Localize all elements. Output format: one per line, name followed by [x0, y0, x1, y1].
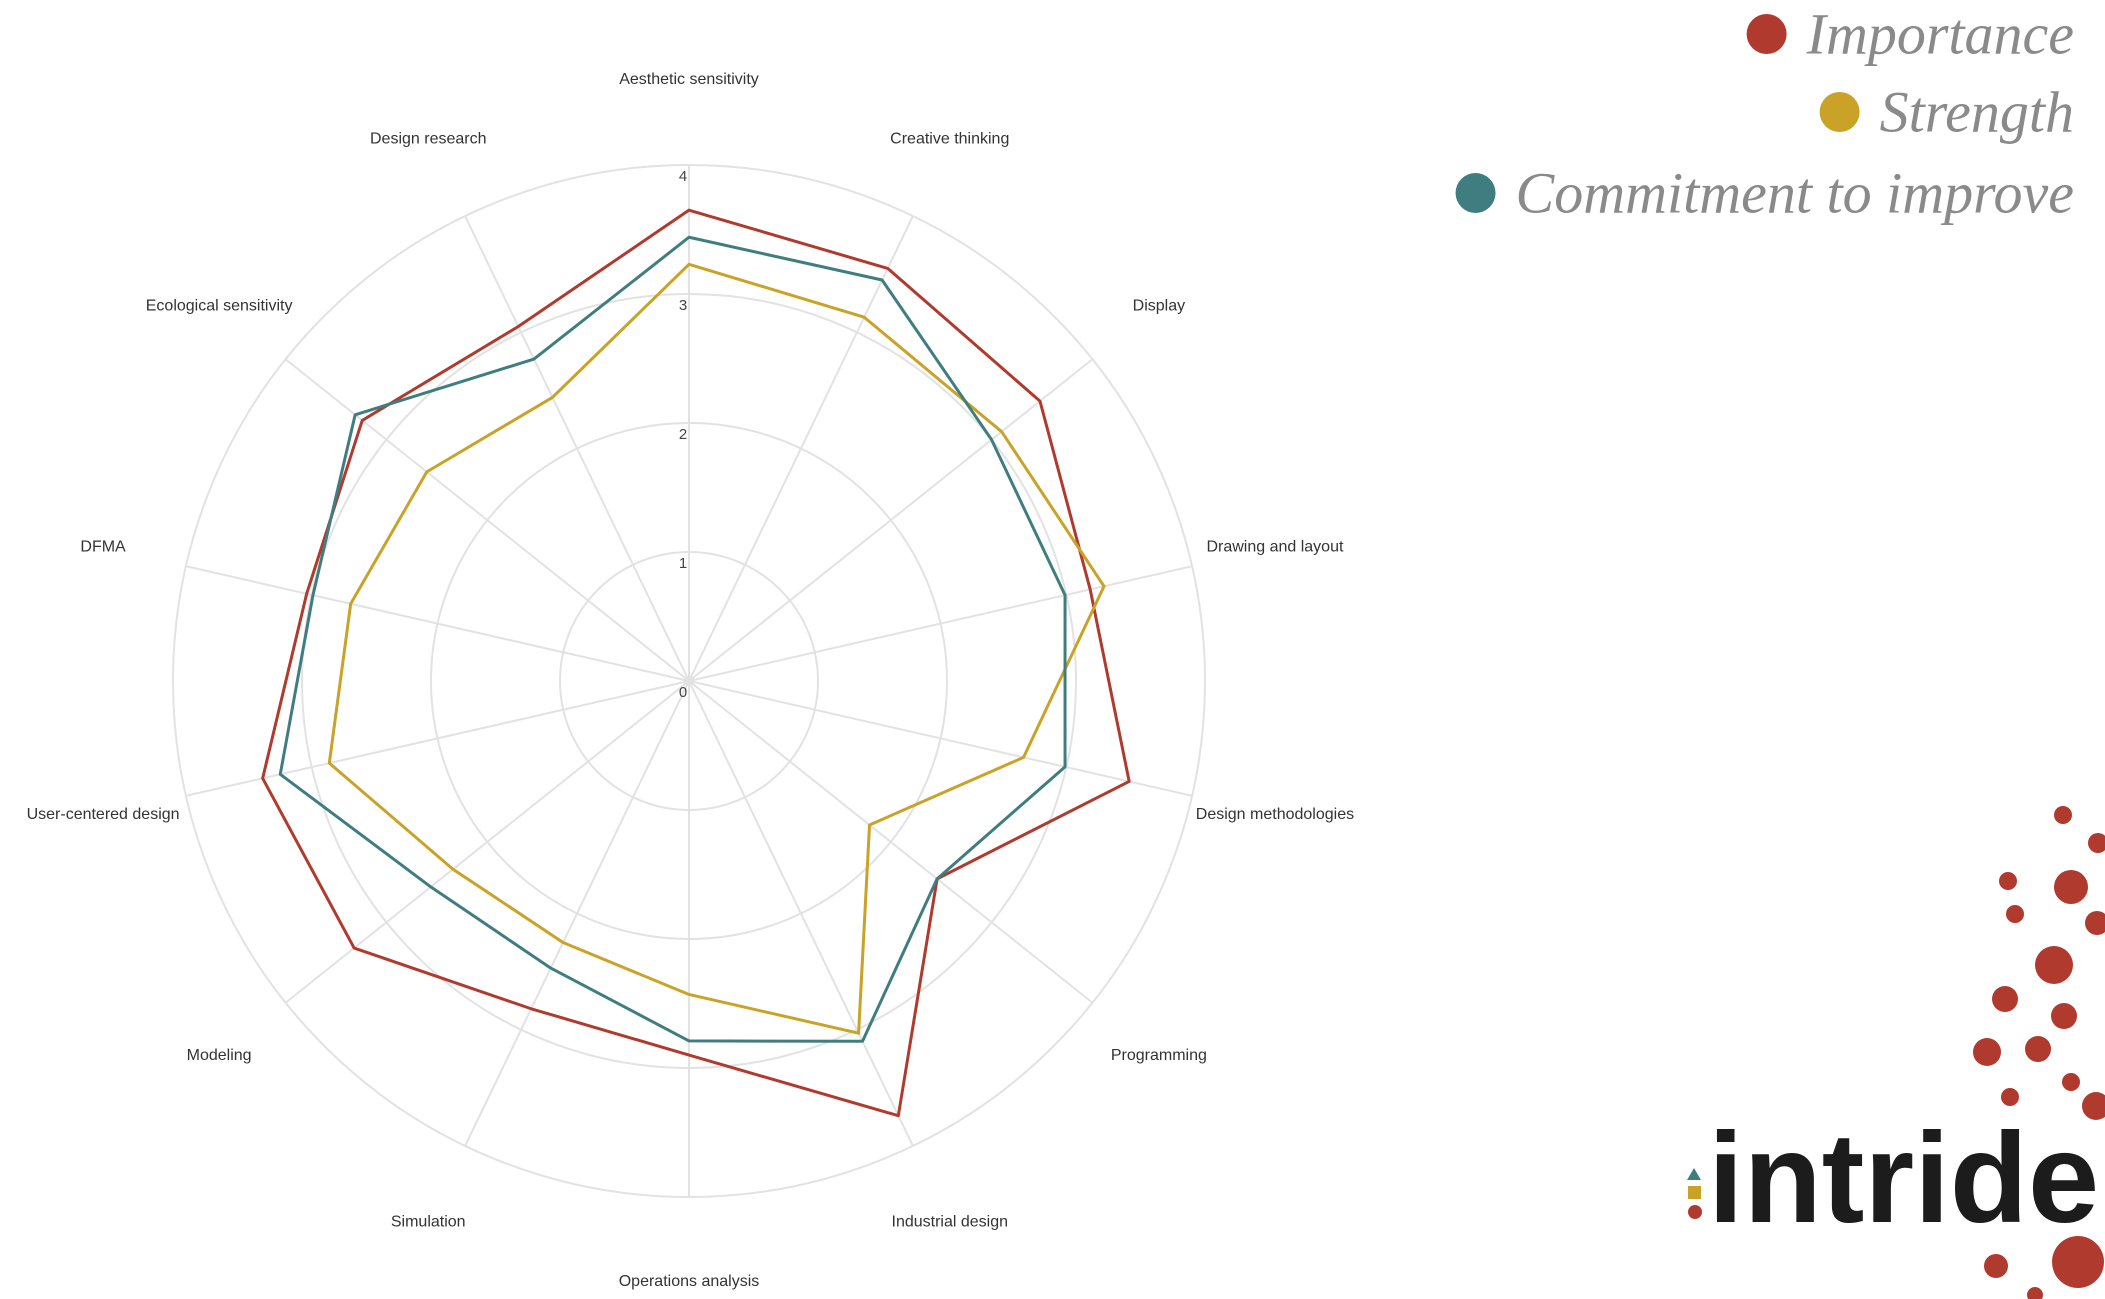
spoke	[186, 566, 689, 681]
legend: Importance Strength Commitment to improve	[1456, 1, 2074, 225]
page: {"chart_data": {"type": "radar", "catego…	[0, 0, 2105, 1299]
spoke	[286, 681, 689, 1003]
grid: Aesthetic sensitivity Creative thinking Di…	[27, 71, 1355, 1290]
legend-swatch	[1456, 173, 1496, 213]
r-tick-label: 1	[679, 555, 687, 572]
logo: intride	[1687, 806, 2105, 1299]
spoke	[689, 216, 913, 681]
legend-label: Strength	[1880, 79, 2074, 144]
category-label: Design research	[370, 131, 487, 148]
legend-swatch	[1820, 92, 1860, 132]
logo-text: intride	[1708, 1107, 2099, 1250]
spoke	[689, 681, 1192, 796]
series-lines	[263, 210, 1130, 1116]
spoke	[465, 681, 689, 1146]
legend-label: Importance	[1806, 1, 2074, 66]
spoke	[689, 566, 1192, 681]
category-label: Operations analysis	[619, 1273, 760, 1290]
category-label: Simulation	[391, 1214, 466, 1231]
r-tick-label: 4	[679, 168, 687, 185]
series-line	[263, 210, 1130, 1116]
r-tick-label: 3	[679, 297, 687, 314]
legend-swatch	[1747, 14, 1787, 54]
category-label: Programming	[1111, 1047, 1207, 1064]
spoke	[689, 359, 1092, 681]
category-label: Ecological sensitivity	[146, 298, 293, 315]
chart: Aesthetic sensitivity Creative thinking Di…	[0, 0, 2105, 1299]
category-label: User-centered design	[27, 806, 180, 823]
spoke	[689, 681, 913, 1146]
category-label: Drawing and layout	[1206, 538, 1344, 555]
legend-label: Commitment to improve	[1516, 160, 2074, 225]
category-label: Design methodologies	[1196, 806, 1354, 823]
category-label: Modeling	[187, 1047, 252, 1064]
r-tick-label: 0	[679, 684, 687, 701]
spoke	[689, 681, 1092, 1003]
category-label: Aesthetic sensitivity	[619, 71, 759, 88]
category-label: DFMA	[80, 538, 126, 555]
category-label: Display	[1133, 298, 1185, 315]
series-line	[280, 237, 1065, 1041]
category-label: Industrial design	[892, 1214, 1009, 1231]
r-tick-label: 2	[679, 426, 687, 443]
logo-icon	[1687, 1168, 1702, 1219]
category-label: Creative thinking	[890, 131, 1009, 148]
